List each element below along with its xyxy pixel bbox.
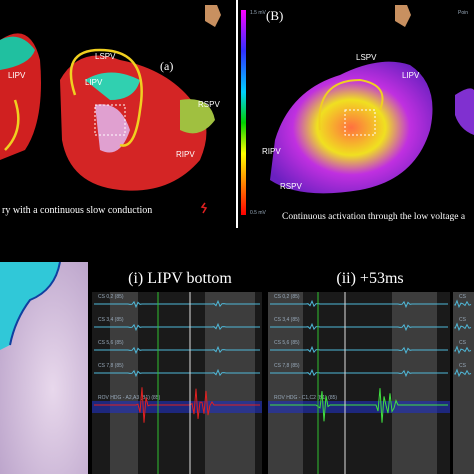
panel-tag: (a) (160, 59, 173, 73)
signal (94, 299, 260, 309)
signal (454, 299, 472, 309)
signal (94, 368, 260, 378)
channel-label: CS (459, 363, 467, 369)
channel-label: CS 7,8 (85) (98, 363, 124, 369)
channel-label: CS 0,2 (85) (274, 294, 300, 300)
signal (94, 387, 260, 423)
shade (110, 292, 138, 474)
arrow (318, 78, 384, 131)
signal (270, 299, 448, 309)
panel-b: 1.5 mV 0.5 mV (B) Poin LSPV LIPV RIPV RS… (241, 5, 474, 222)
color-bar (241, 10, 246, 215)
shade (392, 292, 437, 474)
signal (454, 345, 472, 355)
shade (268, 292, 303, 474)
orientation-icon (395, 5, 411, 27)
channel-label: ROV HDG - C1,C2 (B1) (85) (274, 395, 337, 401)
voltage-map (270, 61, 433, 194)
channel-label: CS (459, 294, 467, 300)
roi-box (94, 104, 126, 136)
channel-label: CS 5,6 (85) (98, 340, 124, 346)
divider (236, 0, 238, 228)
signal (270, 322, 448, 332)
zoom-region (0, 262, 60, 350)
label: LIPV (402, 71, 420, 80)
zoom-map (0, 261, 88, 474)
channel-label: CS 3,4 (85) (98, 317, 124, 323)
shade (205, 292, 255, 474)
squiggle-icon (200, 202, 208, 214)
signal (454, 368, 472, 378)
channel-label: CS (459, 317, 467, 323)
arrow (69, 48, 143, 147)
noise-band (268, 401, 450, 413)
signal (270, 388, 448, 423)
label: LIPV (85, 78, 103, 87)
roi-box (344, 109, 376, 136)
signal (270, 368, 448, 378)
label: LIPV (8, 71, 26, 80)
arrow (4, 99, 20, 151)
label: RSPV (280, 182, 302, 191)
egm-title: (i) LIPV bottom (128, 270, 232, 287)
egm-title: (ii) +53ms (336, 270, 403, 287)
label: RSPV (198, 100, 220, 109)
label: LSPV (356, 53, 377, 62)
channel-label: CS 0,2 (85) (98, 294, 124, 300)
map-region (85, 72, 140, 100)
map-region (180, 99, 215, 134)
voltage-map (455, 88, 474, 135)
orientation-icon (205, 5, 221, 27)
shade (453, 292, 474, 474)
channel-label: CS 3,4 (85) (274, 317, 300, 323)
label: RIPV (176, 150, 195, 159)
noise-band (92, 401, 262, 413)
label: RIPV (262, 147, 281, 156)
map-region (0, 36, 35, 70)
scale-label: 0.5 mV (250, 210, 267, 216)
label: LSPV (95, 52, 116, 61)
signal (94, 345, 260, 355)
corner-label: Poin (458, 10, 468, 16)
map-region (95, 104, 130, 153)
caption: ry with a continuous slow conduction (2, 205, 152, 216)
panel-a: LIPV LSPV LIPV RSPV RIPV (a) ry with a c… (0, 0, 236, 228)
zoom-border (9, 261, 61, 346)
signal (270, 345, 448, 355)
signal (454, 322, 472, 332)
channel-label: CS 7,8 (85) (274, 363, 300, 369)
channel-label: CS (459, 340, 467, 346)
channel-label: CS 5,6 (85) (274, 340, 300, 346)
channel-label: ROV HDG - A2,A3 (B1) (85) (98, 395, 161, 401)
scale-label: 1.5 mV (250, 10, 267, 16)
caption: Continuous activation through the low vo… (282, 212, 466, 222)
panel-tag: (B) (266, 8, 283, 23)
signal (94, 322, 260, 332)
